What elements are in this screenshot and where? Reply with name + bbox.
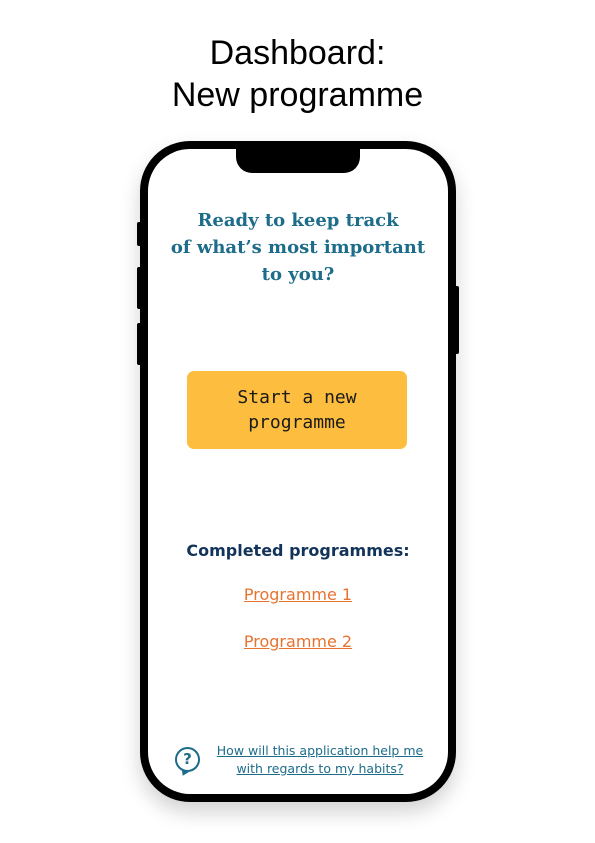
phone-screen: Ready to keep track of what’s most impor…: [148, 149, 448, 794]
headline-line-1: Ready to keep track: [197, 210, 399, 231]
welcome-headline: Ready to keep track of what’s most impor…: [148, 207, 448, 288]
headline-line-2: of what’s most important: [170, 237, 426, 258]
phone-notch: [236, 149, 360, 173]
start-button-label-line-1: Start a new: [237, 387, 357, 408]
help-link[interactable]: How will this application help me with r…: [212, 742, 428, 778]
question-bubble-icon[interactable]: ?: [175, 747, 200, 772]
phone-mute-switch: [137, 222, 142, 246]
help-link-line-2: with regards to my habits?: [236, 761, 404, 776]
help-link-line-1: How will this application help me: [216, 743, 424, 758]
completed-programmes-heading: Completed programmes:: [186, 541, 410, 560]
phone-frame: Ready to keep track of what’s most impor…: [140, 141, 456, 802]
page-title-line-2: New programme: [171, 76, 424, 114]
phone-power-button: [454, 286, 459, 354]
headline-line-3: to you?: [261, 264, 335, 285]
programme-1-link[interactable]: Programme 1: [243, 585, 353, 604]
start-button-label-line-2: programme: [248, 412, 346, 433]
phone-volume-up-button: [137, 267, 142, 309]
programme-2-link[interactable]: Programme 2: [243, 632, 353, 651]
phone-volume-down-button: [137, 323, 142, 365]
page-title: Dashboard: New programme: [0, 32, 595, 116]
start-new-programme-button[interactable]: Start a new programme: [187, 371, 407, 449]
page-title-line-1: Dashboard:: [209, 34, 386, 72]
